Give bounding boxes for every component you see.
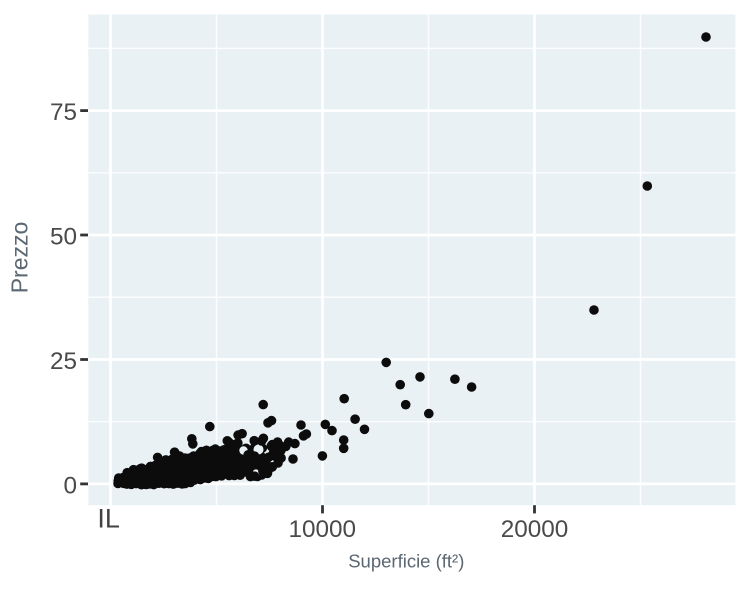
svg-text:20000: 20000 <box>501 516 569 543</box>
svg-text:50: 50 <box>50 223 77 250</box>
svg-text:Prezzo: Prezzo <box>7 222 33 294</box>
svg-text:0: 0 <box>63 472 77 499</box>
svg-text:10000: 10000 <box>289 516 357 543</box>
svg-text:75: 75 <box>50 99 77 126</box>
svg-text:25: 25 <box>50 348 77 375</box>
svg-text:Superficie (ft²): Superficie (ft²) <box>348 551 464 572</box>
svg-text:IL: IL <box>97 503 120 533</box>
